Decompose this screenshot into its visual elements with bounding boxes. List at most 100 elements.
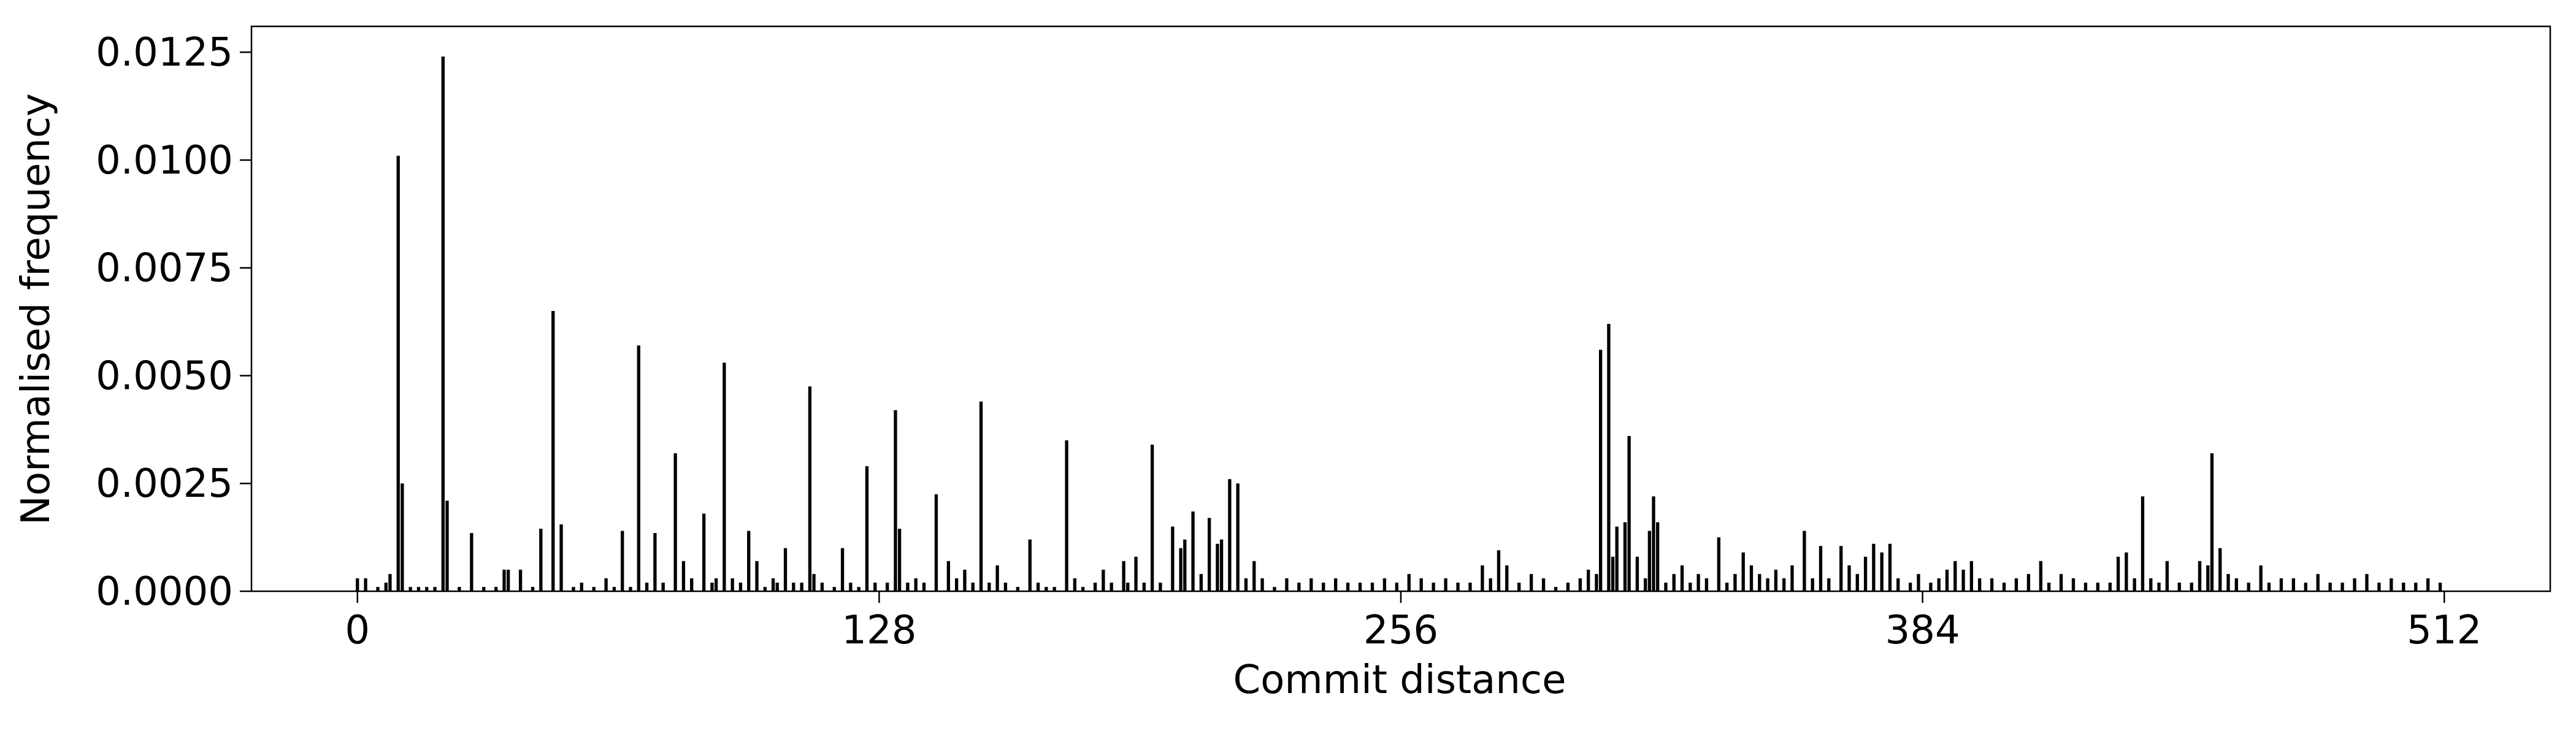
bar	[2402, 582, 2405, 591]
bar	[1689, 582, 1692, 591]
bar	[1073, 578, 1077, 591]
bar	[1432, 582, 1435, 591]
x-tick-label: 128	[841, 608, 916, 653]
bar	[1252, 561, 1256, 591]
bar	[873, 582, 877, 591]
bar	[445, 500, 449, 591]
bar	[2259, 565, 2263, 591]
bar	[1028, 539, 1032, 591]
bar	[592, 586, 596, 591]
bar	[897, 529, 902, 591]
bar	[2165, 561, 2169, 591]
bar	[2108, 582, 2112, 591]
bar	[1863, 556, 1868, 591]
bar	[645, 582, 649, 591]
y-tick-label: 0.0000	[96, 569, 233, 615]
bar	[494, 586, 498, 591]
bar	[755, 561, 759, 591]
bar	[2304, 582, 2307, 591]
bar	[1110, 582, 1113, 591]
plot-frame	[250, 25, 2551, 592]
bar	[2247, 582, 2250, 591]
bar	[1896, 578, 1900, 591]
bar	[1749, 565, 1754, 591]
bar	[1003, 582, 1008, 591]
bar	[775, 582, 779, 591]
bar	[1652, 496, 1655, 591]
bar	[2071, 578, 2076, 591]
bar	[995, 565, 999, 591]
bar	[2141, 496, 2145, 591]
bar	[1811, 578, 1814, 591]
bar	[1644, 578, 1647, 591]
bar	[922, 582, 926, 591]
bar	[1733, 573, 1737, 591]
bar	[2291, 578, 2295, 591]
bar	[812, 573, 816, 591]
bar	[1566, 582, 1570, 591]
bar	[2149, 578, 2153, 591]
bar	[1171, 526, 1175, 591]
bar	[2226, 573, 2230, 591]
bar	[2177, 582, 2181, 591]
bar	[1297, 582, 1301, 591]
bar	[1917, 573, 1920, 591]
bar	[1969, 561, 1974, 591]
bar	[2267, 582, 2271, 591]
bar	[604, 578, 608, 591]
bar	[1717, 537, 1720, 591]
bar	[1937, 578, 1941, 591]
bar	[518, 569, 523, 591]
bar	[2377, 582, 2381, 591]
bar	[979, 401, 983, 591]
bar	[1929, 582, 1933, 591]
bar	[1444, 578, 1447, 591]
bar	[1126, 582, 1130, 591]
y-tick-label: 0.0025	[96, 461, 233, 507]
bar	[849, 582, 853, 591]
bar	[2210, 453, 2214, 591]
bar	[2026, 573, 2031, 591]
bar	[2365, 573, 2369, 591]
bar	[1236, 483, 1240, 591]
bar	[2096, 582, 2100, 591]
bar	[1150, 444, 1154, 591]
bar	[865, 466, 869, 591]
bar	[1142, 582, 1146, 591]
x-tick-label: 384	[1885, 608, 1960, 653]
bar	[408, 586, 412, 591]
bar	[1554, 586, 1558, 591]
bar	[771, 578, 775, 591]
bar	[580, 582, 583, 591]
bar	[1529, 573, 1533, 591]
bar	[1611, 556, 1615, 591]
bar	[441, 56, 445, 591]
bar	[1456, 582, 1460, 591]
bar	[1758, 573, 1761, 591]
bar	[612, 586, 616, 591]
bar	[1635, 556, 1639, 591]
bar	[2133, 578, 2136, 591]
bar	[2039, 561, 2042, 591]
bar	[1725, 582, 1729, 591]
bar	[1370, 582, 1374, 591]
bar	[1647, 531, 1652, 591]
bar	[2157, 582, 2161, 591]
bar	[738, 582, 743, 591]
bar	[1961, 569, 1965, 591]
bar	[723, 362, 726, 591]
bar	[1587, 569, 1590, 591]
bar	[458, 586, 461, 591]
bar	[1672, 573, 1676, 591]
bar	[1358, 582, 1362, 591]
bar	[1888, 543, 1892, 591]
bar	[1273, 586, 1276, 591]
bar	[384, 582, 388, 591]
bar	[502, 569, 506, 591]
bar	[2340, 582, 2344, 591]
bar	[1134, 556, 1138, 591]
bar	[1481, 565, 1484, 591]
bar	[1945, 569, 1949, 591]
bar	[388, 573, 392, 591]
